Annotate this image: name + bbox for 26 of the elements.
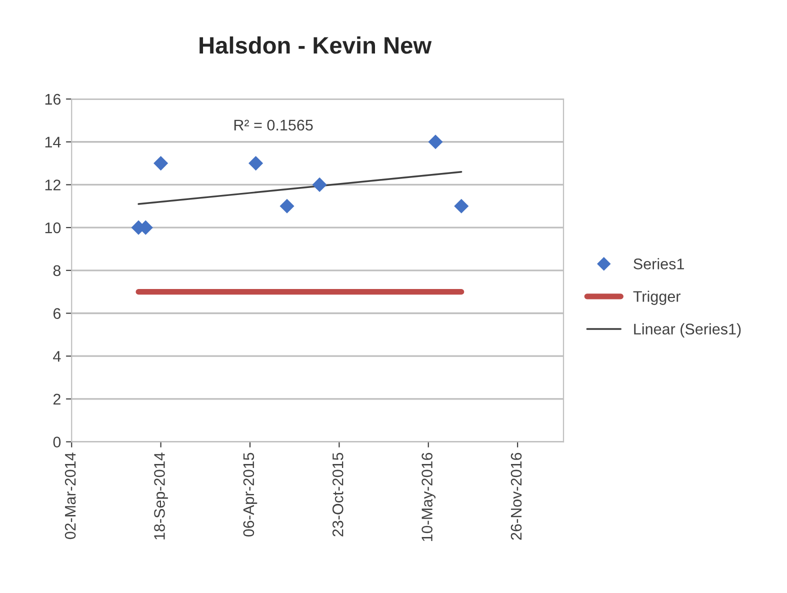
point [428, 134, 443, 150]
y-tick-label: 0 [53, 436, 61, 448]
legend-label: Linear (Series1) [634, 323, 741, 338]
point [154, 156, 168, 171]
legend-label: Series1 [634, 258, 684, 270]
y-tick-label: 4 [53, 351, 61, 362]
x-tick-label: 18-Sep-2014 [154, 452, 168, 540]
x-tick-label: 23-Oct-2015 [332, 452, 344, 536]
chart-title: Halsdon - Kevin New [200, 36, 432, 54]
point [280, 198, 294, 214]
y-tick-label: 14 [45, 136, 61, 148]
y-tick-label: 16 [45, 94, 61, 105]
y-tick-label: 12 [45, 180, 60, 190]
point [312, 177, 327, 192]
legend-label: Trigger [633, 290, 680, 305]
y-tick-label: 2 [53, 394, 60, 404]
y-tick-label: 10 [45, 222, 61, 234]
annotation: R² = 0.1565 [234, 120, 313, 131]
x-tick-label: 02-Mar-2014 [64, 452, 76, 540]
x-tick-label: 26-Nov-2016 [510, 452, 522, 540]
x-tick-label: 06-Apr-2015 [243, 452, 258, 537]
point [454, 198, 469, 214]
y-tick-label: 6 [53, 308, 61, 319]
y-tick-label: 8 [53, 265, 61, 276]
x-tick-label: 10-May-2016 [422, 452, 436, 542]
point [248, 156, 264, 171]
